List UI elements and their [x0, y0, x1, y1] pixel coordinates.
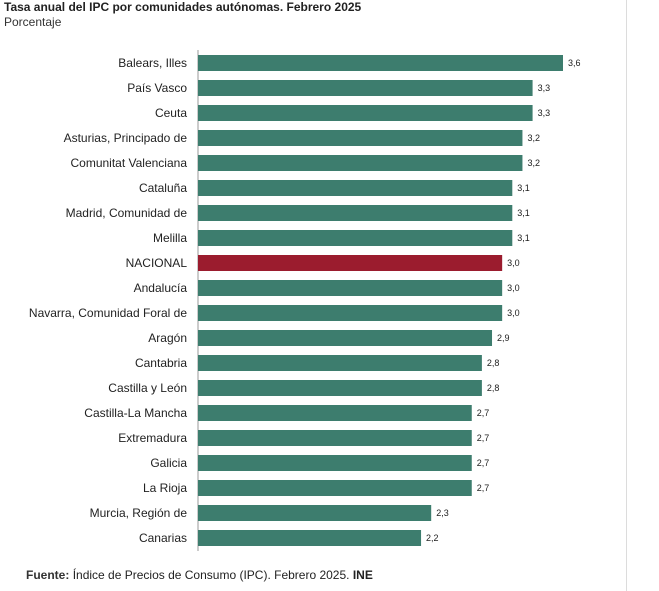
- category-label: Castilla y León: [108, 381, 187, 395]
- value-label: 3,3: [538, 108, 551, 118]
- category-label: Castilla-La Mancha: [84, 406, 187, 420]
- value-label: 3,0: [507, 258, 520, 268]
- value-label: 2,2: [426, 533, 439, 543]
- bar: [198, 305, 503, 321]
- value-label: 3,1: [517, 233, 530, 243]
- value-label: 3,1: [517, 208, 530, 218]
- category-label: Cantabria: [135, 356, 187, 370]
- bar: [198, 455, 472, 471]
- category-label: NACIONAL: [126, 256, 188, 270]
- value-label: 3,2: [527, 133, 540, 143]
- category-label: Aragón: [148, 331, 187, 345]
- chart-title: Tasa anual del IPC por comunidades autón…: [4, 0, 362, 14]
- category-label: Comunitat Valenciana: [70, 156, 187, 170]
- source-note: Fuente: Índice de Precios de Consumo (IP…: [26, 568, 373, 582]
- category-label: País Vasco: [127, 81, 187, 95]
- category-label: Navarra, Comunidad Foral de: [29, 306, 187, 320]
- bar: [198, 105, 533, 121]
- source-text: Índice de Precios de Consumo (IPC). Febr…: [72, 568, 350, 582]
- bar: [198, 280, 503, 296]
- category-label: Canarias: [139, 531, 187, 545]
- category-label: Murcia, Región de: [90, 506, 188, 520]
- bar: [198, 505, 432, 521]
- bar: [198, 230, 513, 246]
- bar: [198, 355, 482, 371]
- value-label: 3,0: [507, 283, 520, 293]
- bar: [198, 155, 523, 171]
- value-label: 2,3: [436, 508, 449, 518]
- value-label: 2,7: [477, 483, 490, 493]
- category-label: Balears, Illes: [118, 56, 187, 70]
- value-label: 3,6: [568, 58, 581, 68]
- category-label: Andalucía: [134, 281, 188, 295]
- value-label: 2,7: [477, 408, 490, 418]
- value-label: 3,1: [517, 183, 530, 193]
- category-label: Madrid, Comunidad de: [66, 206, 188, 220]
- category-label: Cataluña: [139, 181, 187, 195]
- value-label: 2,8: [487, 358, 500, 368]
- value-label: 2,7: [477, 458, 490, 468]
- chart-subtitle: Porcentaje: [4, 15, 62, 29]
- bars-layer: Balears, Illes 3,6 País Vasco 3,3 Ceuta 3,3 As…: [29, 55, 581, 546]
- source-label: Fuente:: [26, 568, 70, 582]
- bar-chart: Balears, Illes 3,6 País Vasco 3,3 Ceuta 3,3 As…: [29, 50, 581, 551]
- bar: [198, 530, 422, 546]
- category-label: Melilla: [153, 231, 187, 245]
- bar: [198, 180, 513, 196]
- bar: [198, 430, 472, 446]
- bar: [198, 380, 482, 396]
- category-label: La Rioja: [143, 481, 187, 495]
- bar: [198, 55, 563, 71]
- bar: [198, 480, 472, 496]
- bar: [198, 80, 533, 96]
- bar-highlight: [198, 255, 503, 271]
- category-label: Ceuta: [155, 106, 187, 120]
- value-label: 2,9: [497, 333, 510, 343]
- bar: [198, 205, 513, 221]
- value-label: 3,3: [538, 83, 551, 93]
- value-label: 3,2: [527, 158, 540, 168]
- value-label: 2,8: [487, 383, 500, 393]
- category-label: Asturias, Principado de: [64, 131, 188, 145]
- category-label: Extremadura: [118, 431, 187, 445]
- bar: [198, 130, 523, 146]
- value-label: 3,0: [507, 308, 520, 318]
- source-org: INE: [352, 568, 373, 582]
- page-edge-divider: [626, 0, 627, 591]
- bar: [198, 405, 472, 421]
- value-label: 2,7: [477, 433, 490, 443]
- bar: [198, 330, 493, 346]
- category-label: Galicia: [150, 456, 187, 470]
